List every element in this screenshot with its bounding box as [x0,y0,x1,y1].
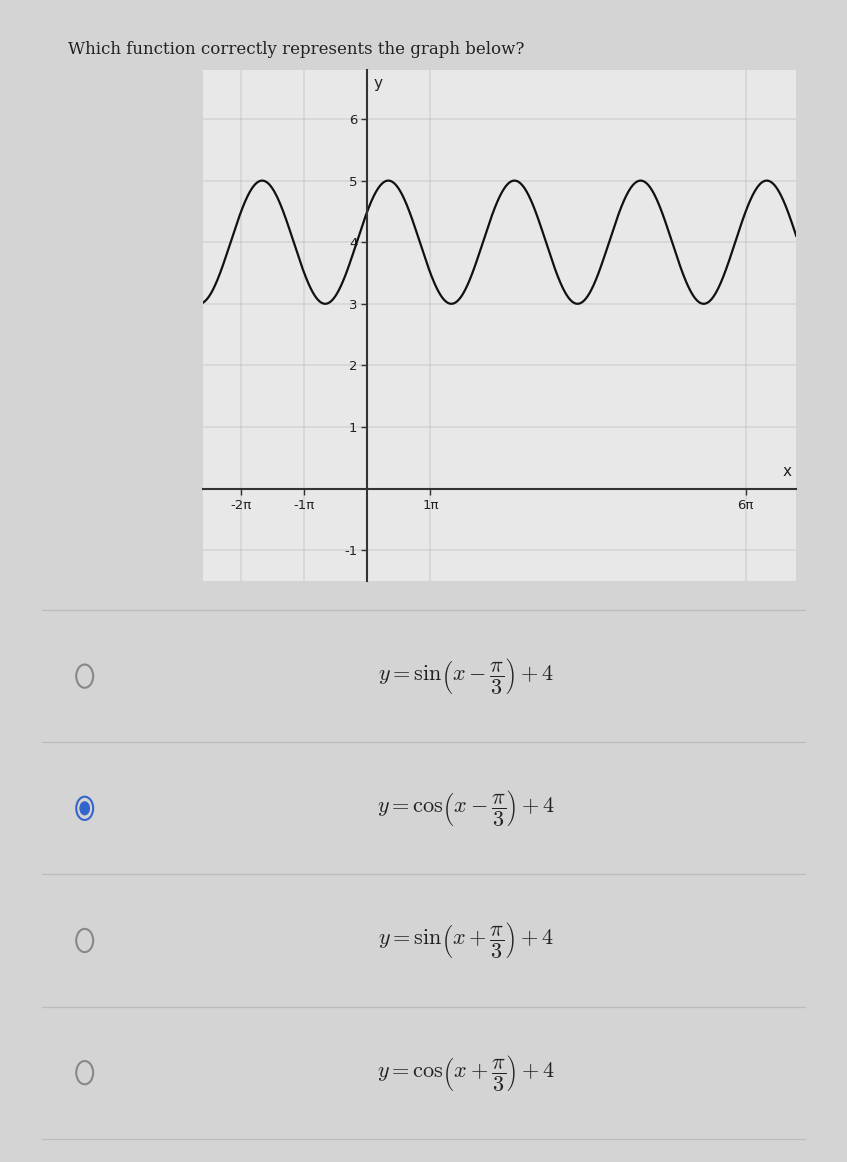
Text: $y = \cos\!\left(x + \dfrac{\pi}{3}\right) + 4$: $y = \cos\!\left(x + \dfrac{\pi}{3}\righ… [377,1053,555,1092]
Text: $y = \sin\!\left(x - \dfrac{\pi}{3}\right) + 4$: $y = \sin\!\left(x - \dfrac{\pi}{3}\righ… [378,657,554,696]
Text: y: y [374,76,382,91]
Text: $y = \sin\!\left(x + \dfrac{\pi}{3}\right) + 4$: $y = \sin\!\left(x + \dfrac{\pi}{3}\righ… [378,920,554,961]
Text: Which function correctly represents the graph below?: Which function correctly represents the … [68,41,524,58]
Text: $y = \cos\!\left(x - \dfrac{\pi}{3}\right) + 4$: $y = \cos\!\left(x - \dfrac{\pi}{3}\righ… [377,788,555,829]
Text: x: x [783,465,792,480]
